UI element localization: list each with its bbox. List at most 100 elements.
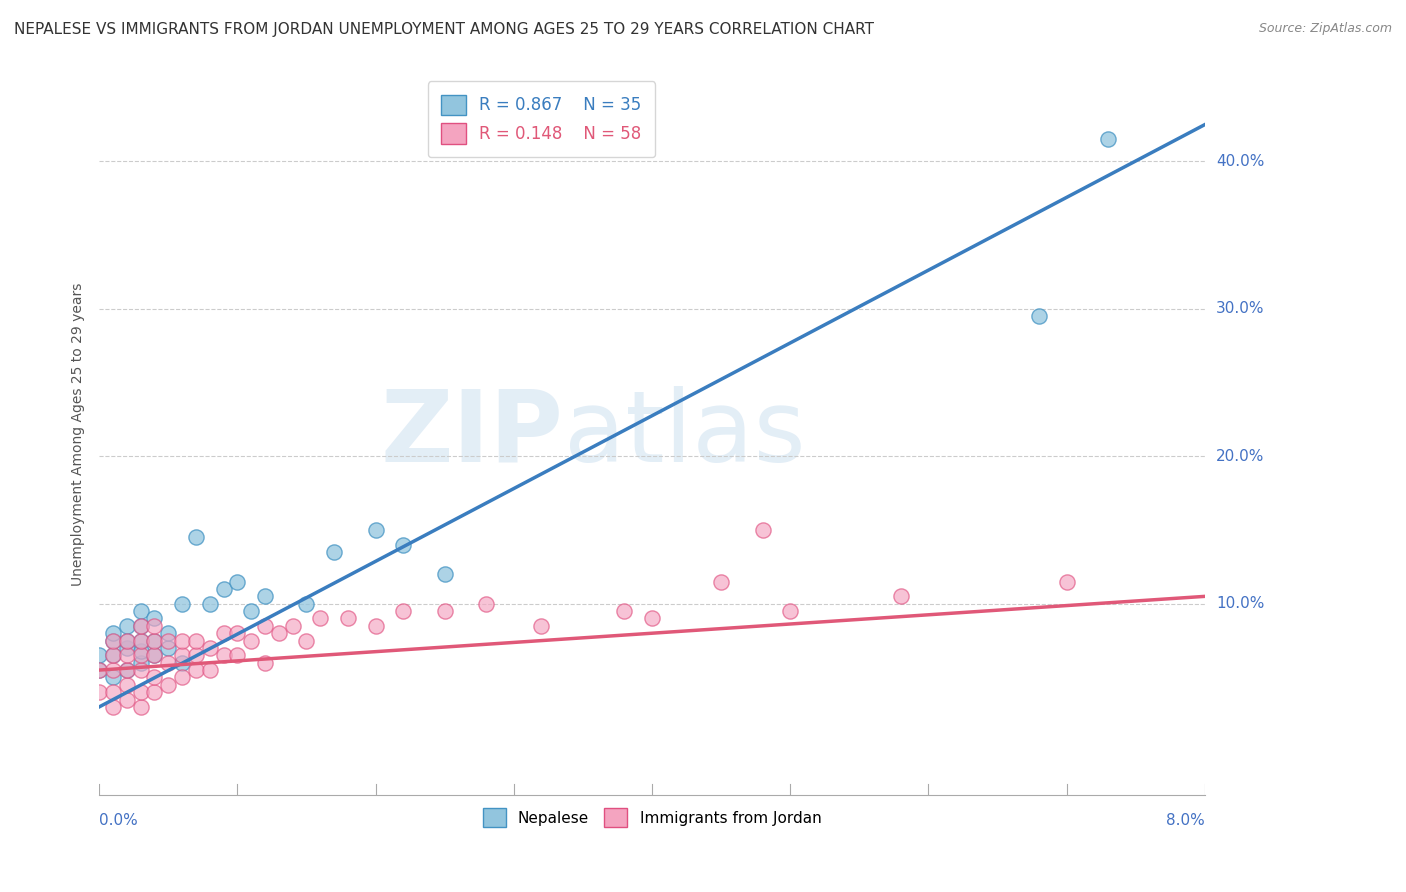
Point bbox=[101, 648, 124, 663]
Point bbox=[1097, 132, 1119, 146]
Point bbox=[226, 574, 249, 589]
Point bbox=[530, 619, 553, 633]
Point bbox=[1028, 310, 1050, 324]
Point bbox=[226, 626, 249, 640]
Point bbox=[101, 648, 124, 663]
Point bbox=[184, 633, 207, 648]
Point bbox=[184, 663, 207, 677]
Point bbox=[129, 619, 152, 633]
Point bbox=[143, 619, 166, 633]
Point bbox=[129, 656, 152, 670]
Point bbox=[89, 663, 111, 677]
Point bbox=[143, 685, 166, 699]
Point bbox=[198, 663, 221, 677]
Point bbox=[101, 700, 124, 714]
Point bbox=[240, 604, 263, 618]
Point bbox=[101, 633, 124, 648]
Point bbox=[198, 640, 221, 655]
Point bbox=[170, 597, 193, 611]
Point bbox=[336, 611, 359, 625]
Point bbox=[101, 626, 124, 640]
Point bbox=[89, 663, 111, 677]
Point bbox=[115, 633, 138, 648]
Text: ZIP: ZIP bbox=[381, 385, 564, 483]
Legend: Nepalese, Immigrants from Jordan: Nepalese, Immigrants from Jordan bbox=[475, 801, 830, 835]
Point bbox=[129, 663, 152, 677]
Point bbox=[170, 656, 193, 670]
Point bbox=[129, 644, 152, 658]
Point bbox=[751, 523, 773, 537]
Point bbox=[253, 656, 276, 670]
Text: 30.0%: 30.0% bbox=[1216, 301, 1264, 317]
Point bbox=[392, 604, 415, 618]
Point bbox=[212, 626, 235, 640]
Point bbox=[143, 648, 166, 663]
Point bbox=[143, 633, 166, 648]
Point bbox=[143, 648, 166, 663]
Text: 40.0%: 40.0% bbox=[1216, 154, 1264, 169]
Point bbox=[101, 685, 124, 699]
Point bbox=[226, 648, 249, 663]
Point bbox=[170, 633, 193, 648]
Point bbox=[101, 633, 124, 648]
Point bbox=[433, 567, 456, 582]
Point bbox=[475, 597, 498, 611]
Point bbox=[890, 590, 912, 604]
Point bbox=[157, 626, 180, 640]
Point bbox=[364, 619, 387, 633]
Text: 8.0%: 8.0% bbox=[1166, 814, 1205, 828]
Point bbox=[115, 663, 138, 677]
Point bbox=[184, 648, 207, 663]
Point bbox=[641, 611, 664, 625]
Point bbox=[101, 670, 124, 684]
Point bbox=[129, 619, 152, 633]
Point bbox=[309, 611, 332, 625]
Point bbox=[779, 604, 801, 618]
Point bbox=[253, 619, 276, 633]
Point bbox=[170, 670, 193, 684]
Y-axis label: Unemployment Among Ages 25 to 29 years: Unemployment Among Ages 25 to 29 years bbox=[72, 283, 86, 586]
Point bbox=[392, 538, 415, 552]
Point bbox=[157, 656, 180, 670]
Point bbox=[157, 640, 180, 655]
Point bbox=[212, 648, 235, 663]
Point bbox=[101, 663, 124, 677]
Point bbox=[323, 545, 346, 559]
Point bbox=[115, 648, 138, 663]
Text: 0.0%: 0.0% bbox=[100, 814, 138, 828]
Point bbox=[129, 685, 152, 699]
Point bbox=[613, 604, 636, 618]
Point bbox=[89, 685, 111, 699]
Point bbox=[281, 619, 304, 633]
Point bbox=[129, 604, 152, 618]
Point bbox=[710, 574, 733, 589]
Text: NEPALESE VS IMMIGRANTS FROM JORDAN UNEMPLOYMENT AMONG AGES 25 TO 29 YEARS CORREL: NEPALESE VS IMMIGRANTS FROM JORDAN UNEMP… bbox=[14, 22, 875, 37]
Point bbox=[240, 633, 263, 648]
Point bbox=[184, 530, 207, 544]
Point bbox=[129, 648, 152, 663]
Point bbox=[115, 640, 138, 655]
Point bbox=[1056, 574, 1078, 589]
Text: Source: ZipAtlas.com: Source: ZipAtlas.com bbox=[1258, 22, 1392, 36]
Point bbox=[212, 582, 235, 596]
Point bbox=[115, 663, 138, 677]
Point bbox=[129, 700, 152, 714]
Point bbox=[143, 611, 166, 625]
Point bbox=[295, 597, 318, 611]
Point bbox=[129, 633, 152, 648]
Point bbox=[157, 633, 180, 648]
Point bbox=[295, 633, 318, 648]
Point bbox=[89, 648, 111, 663]
Point bbox=[198, 597, 221, 611]
Text: 20.0%: 20.0% bbox=[1216, 449, 1264, 464]
Point bbox=[129, 633, 152, 648]
Point bbox=[115, 619, 138, 633]
Point bbox=[143, 633, 166, 648]
Point bbox=[253, 590, 276, 604]
Point bbox=[115, 692, 138, 706]
Point bbox=[267, 626, 290, 640]
Point bbox=[433, 604, 456, 618]
Point bbox=[364, 523, 387, 537]
Point bbox=[115, 633, 138, 648]
Point bbox=[157, 678, 180, 692]
